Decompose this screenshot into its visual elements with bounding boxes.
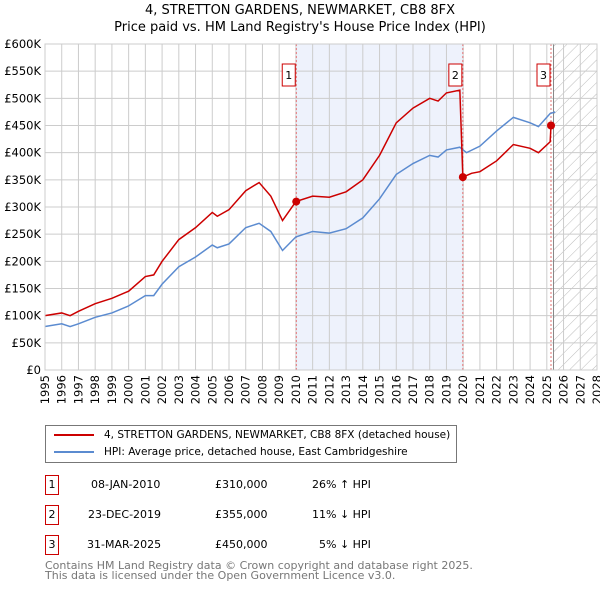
price-chart: 1995 1996 1997 1998 1999 2000 2001 2002 2003 2004…	[4, 37, 600, 404]
x-tick-label: 2006	[222, 375, 236, 404]
transaction-marker: 3	[45, 535, 59, 555]
sale-marker-label: 1	[285, 69, 292, 82]
x-tick-label: 2021	[473, 375, 487, 404]
sale-point	[547, 121, 555, 130]
y-tick-label: £50K	[12, 336, 42, 350]
footer: Contains HM Land Registry data © Crown c…	[45, 559, 473, 582]
chart-title: 4, STRETTON GARDENS, NEWMARKET, CB8 8FX	[144, 3, 456, 18]
legend: 4, STRETTON GARDENS, NEWMARKET, CB8 8FX …	[45, 425, 457, 463]
x-tick-label: 2010	[289, 375, 303, 404]
transaction-price: £310,000	[215, 478, 268, 491]
y-tick-label: £500K	[4, 91, 41, 105]
x-tick-label: 2024	[523, 375, 537, 404]
x-tick-label: 2002	[155, 375, 169, 404]
x-tick-label: 2014	[356, 375, 370, 404]
x-tick-label: 2017	[406, 375, 420, 404]
x-tick-label: 2023	[506, 375, 520, 404]
x-tick-label: 2001	[138, 375, 152, 404]
transaction-row: 2 23-DEC-2019 £355,000 11% ↓ HPI	[45, 505, 465, 525]
x-tick-label: 2013	[339, 375, 353, 404]
property-price-line	[44, 89, 552, 317]
footer-line1: Contains HM Land Registry data © Crown c…	[45, 559, 473, 572]
footer-line2: This data is licensed under the Open Gov…	[45, 569, 396, 582]
x-tick-label: 2007	[239, 375, 253, 404]
x-tick-label: 1999	[105, 375, 119, 404]
x-tick-label: 2000	[122, 375, 136, 404]
x-tick-label: 2005	[205, 375, 219, 404]
x-tick-label: 2015	[373, 375, 387, 404]
sale-marker-box	[448, 63, 463, 87]
x-tick-label: 2016	[389, 375, 403, 404]
y-tick-label: £0	[26, 363, 41, 377]
legend-property-line	[54, 434, 94, 436]
sale-marker-box	[281, 63, 296, 87]
plot-border	[44, 43, 598, 371]
legend-hpi-line	[54, 451, 94, 453]
x-tick-label: 2003	[172, 375, 186, 404]
legend-property-label: 4, STRETTON GARDENS, NEWMARKET, CB8 8FX …	[104, 429, 451, 441]
x-tick-label: 2027	[573, 375, 587, 404]
transaction-row: 1 08-JAN-2010 £310,000 26% ↑ HPI	[45, 475, 465, 495]
transaction-date: 23-DEC-2019	[88, 508, 162, 521]
x-tick-label: 2012	[322, 375, 336, 404]
sale-point	[292, 197, 301, 206]
transaction-price: £450,000	[215, 538, 268, 551]
transaction-marker: 2	[45, 505, 59, 525]
x-tick-label: 2028	[590, 375, 600, 404]
y-tick-label: £100K	[4, 309, 41, 323]
transaction-row: 3 31-MAR-2025 £450,000 5% ↓ HPI	[45, 535, 465, 555]
sale-marker-label: 3	[540, 69, 547, 82]
y-tick-label: £200K	[4, 254, 41, 268]
transaction-marker: 1	[45, 475, 59, 495]
y-tick-label: £300K	[4, 200, 41, 214]
transaction-date: 08-JAN-2010	[91, 478, 161, 491]
transaction-hpi: 26% ↑ HPI	[312, 478, 371, 491]
x-tick-label: 1996	[55, 375, 69, 404]
x-tick-label: 1997	[71, 375, 85, 404]
x-tick-label: 1998	[88, 375, 102, 404]
y-tick-label: £150K	[4, 282, 41, 296]
sale-marker-label: 2	[452, 69, 459, 82]
x-tick-label: 2025	[540, 375, 554, 404]
y-tick-label: £400K	[4, 146, 41, 160]
chart-subtitle: Price paid vs. HM Land Registry's House …	[114, 20, 486, 35]
y-tick-label: £450K	[4, 119, 41, 133]
y-tick-label: £550K	[4, 64, 41, 78]
x-tick-label: 2004	[189, 375, 203, 404]
transaction-price: £355,000	[215, 508, 268, 521]
x-tick-label: 2020	[456, 375, 470, 404]
x-tick-label: 2026	[557, 375, 571, 404]
legend-hpi-label: HPI: Average price, detached house, East…	[104, 446, 408, 458]
x-tick-label: 2008	[255, 375, 269, 404]
x-tick-label: 2009	[272, 375, 286, 404]
hpi-line	[44, 111, 556, 328]
x-tick-label: 2022	[490, 375, 504, 404]
y-tick-label: £600K	[4, 37, 41, 51]
sale-point	[458, 173, 467, 182]
x-tick-label: 1995	[38, 375, 52, 404]
y-tick-label: £250K	[4, 227, 41, 241]
x-tick-label: 2019	[439, 375, 453, 404]
y-tick-label: £350K	[4, 173, 41, 187]
transaction-date: 31-MAR-2025	[87, 538, 162, 551]
x-tick-label: 2011	[306, 375, 320, 404]
transaction-hpi: 5% ↓ HPI	[319, 538, 371, 551]
transaction-hpi: 11% ↓ HPI	[312, 508, 371, 521]
x-tick-label: 2018	[423, 375, 437, 404]
sale-marker-box	[536, 63, 551, 87]
